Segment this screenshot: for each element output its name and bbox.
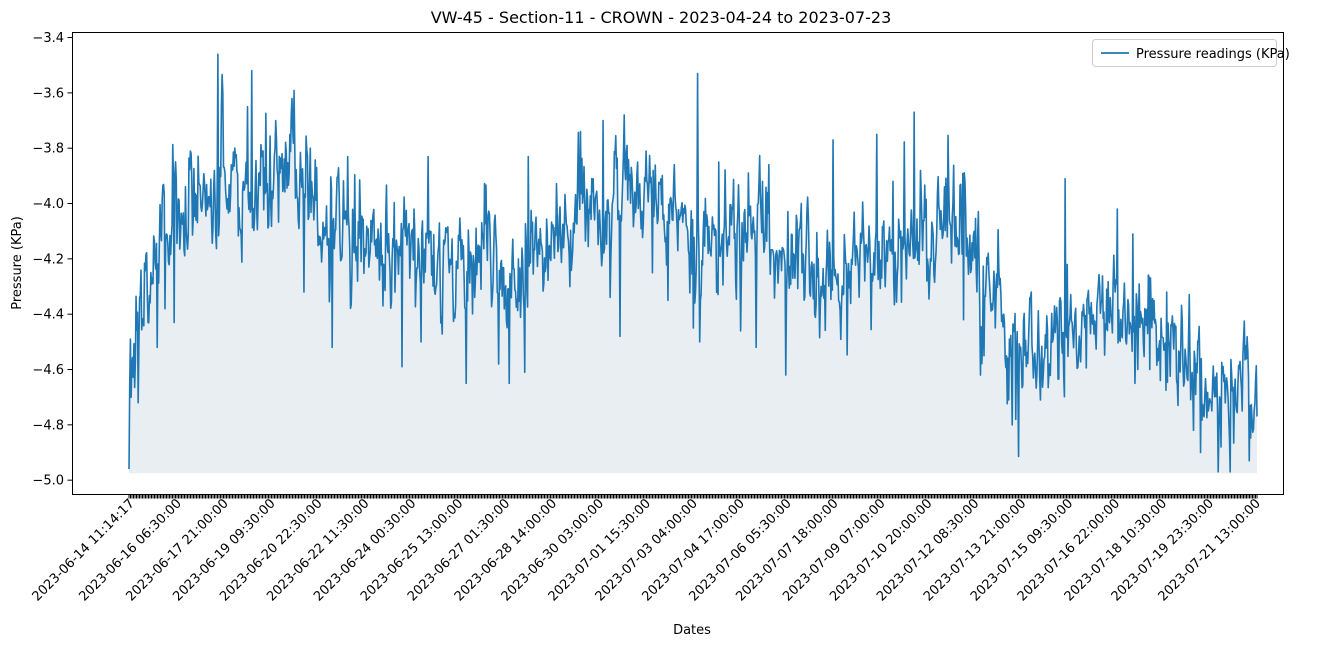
y-tick-label: −5.0 — [32, 474, 64, 489]
series-fill-area — [129, 54, 1257, 474]
x-tick-marks — [128, 494, 1258, 499]
x-axis-dense-ticks — [128, 494, 1258, 499]
y-tick-label: −4.0 — [32, 197, 64, 212]
y-tick-label: −4.4 — [32, 308, 64, 323]
plot-area — [128, 53, 1258, 474]
y-tick-label: −3.8 — [32, 142, 64, 157]
y-tick-label: −3.6 — [32, 86, 64, 101]
legend-label-pressure-readings: Pressure readings (KPa) — [1136, 47, 1290, 62]
y-tick-label: −4.8 — [32, 418, 64, 433]
y-axis: −5.0 −4.8 −4.6 −4.4 −4.2 −4.0 −3.8 −3.6 −3.4 — [32, 31, 72, 489]
series-line-pressure-readings — [128, 53, 1258, 473]
y-tick-label: −4.2 — [32, 252, 64, 267]
chart-title: VW-45 - Section-11 - CROWN - 2023-04-24 … — [431, 8, 892, 27]
x-axis-label: Dates — [673, 623, 711, 638]
y-tick-label: −3.4 — [32, 31, 64, 46]
legend-box — [1092, 39, 1277, 67]
y-axis-label: Pressure (KPa) — [10, 216, 25, 310]
y-tick-label: −4.6 — [32, 363, 64, 378]
legend: Pressure readings (KPa) — [1092, 39, 1290, 67]
